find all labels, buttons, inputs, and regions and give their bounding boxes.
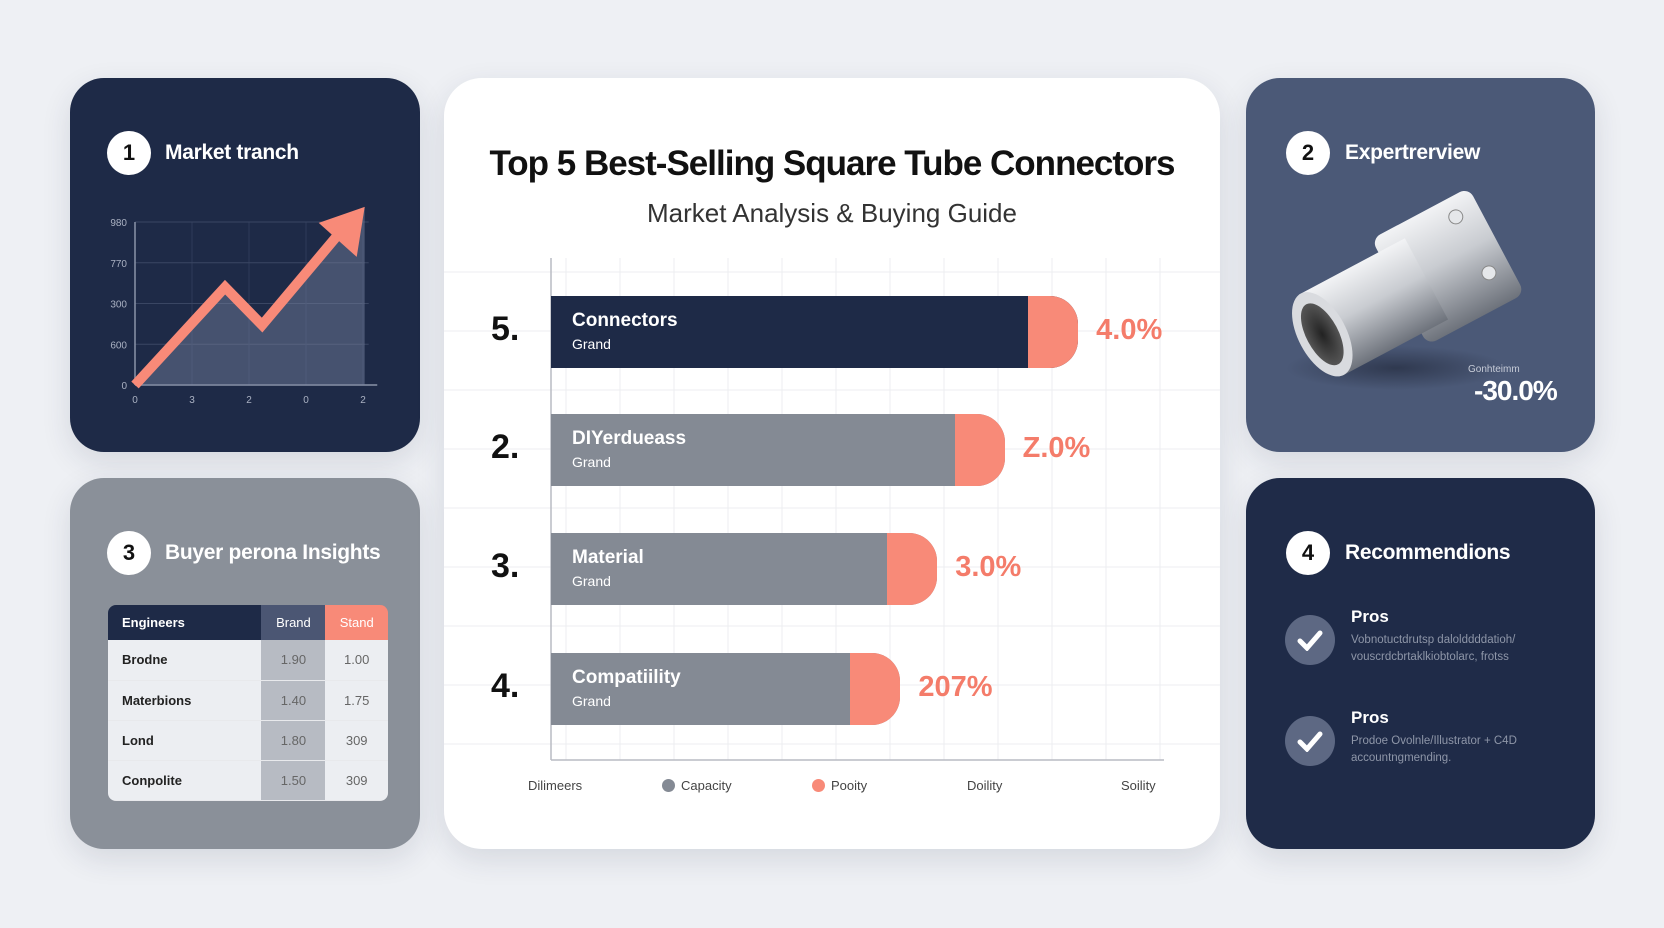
bar-value-label: Z.0% — [1022, 432, 1091, 464]
bar-rank: 2. — [491, 428, 520, 466]
bar[interactable]: Compatiility Grand — [551, 653, 901, 725]
step-badge: 4 — [1286, 531, 1330, 575]
table-row: Materbions 1.40 1.75 — [108, 680, 388, 721]
stat-value: -30.0% — [1474, 375, 1558, 406]
bar-value-label: 4.0% — [1096, 314, 1163, 346]
market-trend-card: 1 Market tranch 0 600 300 770 980 0 3 2 0 2 — [70, 78, 420, 452]
rec-label: Pros — [1351, 607, 1389, 626]
legend-item-pooity: Pooity — [812, 778, 867, 793]
table-cell: Materbions — [108, 680, 262, 721]
expert-review-card: 2 Expertrerview Gonhteimm -30.0% — [1246, 78, 1595, 452]
legend-swatch — [662, 779, 675, 792]
bar-name: Material — [572, 547, 644, 568]
bar[interactable]: DIYerdueass Grand — [551, 414, 1005, 486]
table-cell: 1.40 — [261, 680, 326, 721]
x-label: Doility — [967, 778, 1003, 793]
rec-text: Prodoe Ovolnle/Illustrator + C4D account… — [1351, 735, 1517, 764]
connector-image — [1286, 190, 1522, 390]
table-row: Lond 1.80 309 — [108, 720, 388, 761]
bar-rank: 5. — [491, 310, 520, 348]
card-title: Recommendions — [1345, 541, 1511, 564]
page-subtitle: Market Analysis & Buying Guide — [647, 198, 1017, 228]
check-icon — [1285, 716, 1335, 766]
x-tick-label: 0 — [303, 395, 309, 406]
recommendations-card: 4 Recommendions Pros Vobnotuctdrutsp dal… — [1246, 478, 1595, 849]
bar-name: DIYerdueass — [572, 428, 687, 449]
bar-sub: Grand — [572, 693, 611, 709]
stat-caption: Gonhteimm — [1468, 364, 1520, 375]
bar-segment — [1028, 296, 1079, 368]
x-tick-label: 0 — [132, 395, 138, 406]
table-cell: 309 — [325, 720, 388, 761]
table-header: Engineers — [108, 605, 262, 640]
bar-rank: 3. — [491, 547, 520, 585]
y-tick-label: 0 — [121, 381, 127, 392]
page-title: Top 5 Best-Selling Square Tube Connector… — [489, 144, 1175, 183]
x-tick-label: 2 — [246, 395, 252, 406]
trend-line — [131, 228, 345, 389]
step-badge: 2 — [1286, 131, 1330, 175]
bar-sub: Grand — [572, 336, 611, 352]
arrow-head-icon — [318, 206, 365, 257]
rec-text: Vobnotuctdrutsp dalolddddatioh/ vouscrdc… — [1351, 634, 1516, 663]
table-cell: 1.50 — [261, 760, 326, 801]
bar-sub: Grand — [572, 454, 611, 470]
bar[interactable]: Connectors Grand — [551, 296, 1079, 368]
table-cell: Lond — [108, 720, 262, 761]
trend-area — [135, 206, 365, 385]
y-tick-label: 980 — [110, 218, 127, 229]
buyer-persona-card: 3 Buyer perona Insights Engineers Brand … — [70, 478, 420, 849]
bar-name: Compatiility — [572, 667, 681, 688]
table-cell: 1.90 — [261, 640, 326, 681]
y-tick-label: 300 — [110, 300, 127, 311]
trend-chart: 0 600 300 770 980 0 3 2 0 2 — [110, 206, 378, 406]
legend-swatch — [812, 779, 825, 792]
step-badge: 3 — [107, 531, 151, 575]
table-cell: 1.80 — [261, 720, 326, 761]
x-label: Dilimeers — [528, 778, 583, 793]
table-cell: Brodne — [108, 640, 262, 681]
card-title: Expertrerview — [1345, 141, 1481, 164]
main-chart-card: Top 5 Best-Selling Square Tube Connector… — [444, 78, 1220, 849]
check-icon — [1285, 615, 1335, 665]
y-tick-label: 600 — [110, 340, 127, 351]
bar-segment — [850, 653, 901, 725]
bar-sub: Grand — [572, 573, 611, 589]
table-header: Brand — [261, 605, 326, 640]
table-header: Stand — [325, 605, 388, 640]
bar-segment — [887, 533, 938, 605]
persona-table: Engineers Brand Stand Brodne 1.90 1.00 Mate… — [108, 605, 388, 801]
rec-label: Pros — [1351, 708, 1389, 727]
bar-value-label: 207% — [918, 671, 993, 703]
card-title: Market tranch — [165, 141, 299, 164]
card-title: Buyer perona Insights — [165, 541, 381, 564]
table-row: Brodne 1.90 1.00 — [108, 640, 388, 681]
table-cell: 309 — [325, 760, 388, 801]
x-tick-label: 2 — [360, 395, 366, 406]
table-cell: 1.75 — [325, 680, 388, 721]
y-tick-label: 770 — [110, 259, 127, 270]
x-tick-label: 3 — [189, 395, 195, 406]
step-badge: 1 — [107, 131, 151, 175]
legend-item-capacity: Capacity — [662, 778, 732, 793]
bar[interactable]: Material Grand — [551, 533, 938, 605]
table-cell: 1.00 — [325, 640, 388, 681]
bar-value-label: 3.0% — [955, 551, 1022, 583]
table-row: Conpolite 1.50 309 — [108, 760, 388, 801]
legend-label: Pooity — [831, 778, 868, 793]
bar-segment — [954, 414, 1005, 486]
bar-rank: 4. — [491, 667, 520, 705]
bar-name: Connectors — [572, 310, 678, 331]
x-label: Soility — [1121, 778, 1156, 793]
legend-label: Capacity — [681, 778, 732, 793]
table-cell: Conpolite — [108, 760, 262, 801]
